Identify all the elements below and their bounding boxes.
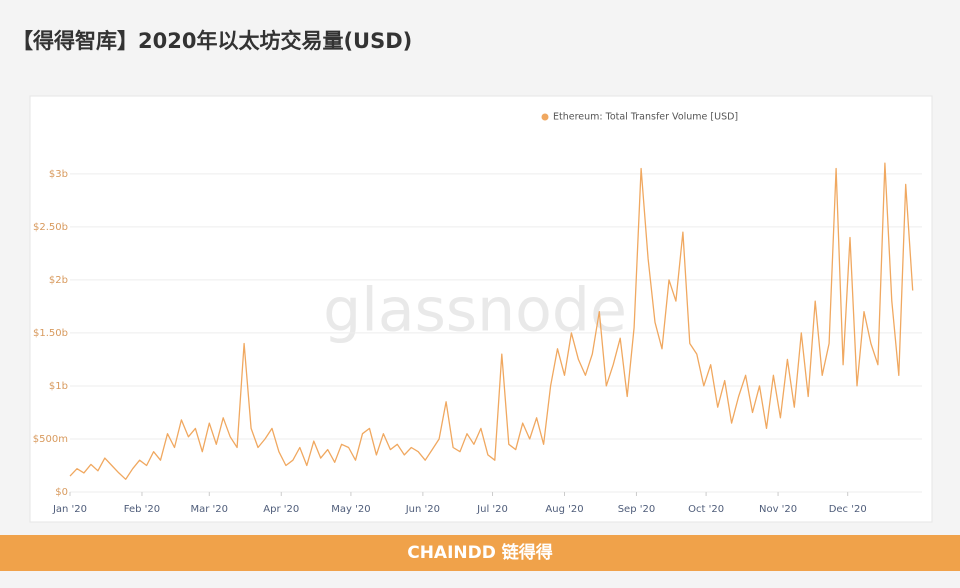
x-tick-label: Sep '20 (618, 504, 656, 515)
x-tick-label: Aug '20 (545, 504, 583, 515)
data-line (69, 162, 914, 480)
legend-marker (541, 113, 549, 121)
y-tick-label: $2.50b (33, 222, 68, 233)
y-tick-label: $0 (55, 487, 68, 498)
x-tick-label: Oct '20 (688, 504, 724, 515)
y-tick-label: $3b (49, 169, 68, 180)
x-tick-label: Jan '20 (52, 504, 87, 515)
x-tick-label: Feb '20 (124, 504, 160, 515)
x-tick-label: Apr '20 (263, 504, 299, 515)
x-tick-label: Dec '20 (829, 504, 867, 515)
x-tick-label: May '20 (331, 504, 370, 515)
x-tick-label: Nov '20 (759, 504, 797, 515)
footer-brand: CHAINDD 链得得 (407, 542, 553, 563)
x-tick-label: Mar '20 (191, 504, 229, 515)
chart-title: 【得得智库】2020年以太坊交易量(USD) (12, 29, 412, 53)
y-tick-label: $500m (33, 434, 68, 445)
x-tick-label: Jun '20 (405, 504, 440, 515)
legend-label: Ethereum: Total Transfer Volume [USD] (553, 112, 738, 123)
watermark: glassnode (323, 276, 627, 346)
y-tick-label: $1.50b (33, 328, 68, 339)
chart-card (29, 95, 933, 523)
footer-band (0, 535, 960, 571)
y-tick-label: $1b (49, 381, 68, 392)
x-tick-label: Jul '20 (476, 504, 508, 515)
y-tick-label: $2b (49, 275, 68, 286)
